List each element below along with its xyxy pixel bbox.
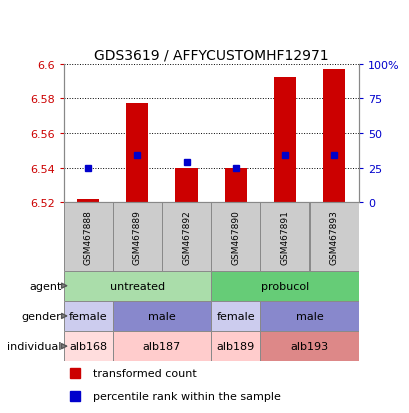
Bar [211,331,260,361]
Bar [77,199,99,203]
Bar [63,203,112,271]
Bar [112,301,211,331]
Bar [162,203,211,271]
Bar [63,271,211,301]
Bar [211,271,358,301]
Text: transformed count: transformed count [93,368,196,378]
Text: probucol: probucol [260,281,308,291]
Bar [175,168,197,203]
Text: GSM467891: GSM467891 [280,209,289,264]
Text: female: female [69,311,107,321]
Text: GSM467893: GSM467893 [329,209,338,264]
Bar [211,203,260,271]
Bar [211,301,260,331]
Text: gender: gender [22,311,61,321]
Text: GSM467892: GSM467892 [182,209,191,264]
Bar [309,203,358,271]
Bar [63,331,112,361]
Text: GSM467889: GSM467889 [133,209,142,264]
Text: alb193: alb193 [290,341,328,351]
Bar [322,70,344,203]
Bar [126,104,148,203]
Text: GSM467890: GSM467890 [231,209,240,264]
Text: alb187: alb187 [142,341,181,351]
Bar [260,331,358,361]
Text: female: female [216,311,254,321]
Bar [63,301,112,331]
Bar [260,203,309,271]
Text: alb189: alb189 [216,341,254,351]
Text: untreated: untreated [110,281,164,291]
Text: individual: individual [7,341,61,351]
Bar [260,301,358,331]
Title: GDS3619 / AFFYCUSTOMHF12971: GDS3619 / AFFYCUSTOMHF12971 [94,48,328,62]
Text: agent: agent [29,281,61,291]
Text: male: male [295,311,323,321]
Bar [112,331,211,361]
Bar [112,203,162,271]
Text: GSM467888: GSM467888 [83,209,92,264]
Bar [224,168,246,203]
Text: male: male [148,311,175,321]
Bar [273,78,295,203]
Text: alb168: alb168 [69,341,107,351]
Text: percentile rank within the sample: percentile rank within the sample [93,391,280,401]
